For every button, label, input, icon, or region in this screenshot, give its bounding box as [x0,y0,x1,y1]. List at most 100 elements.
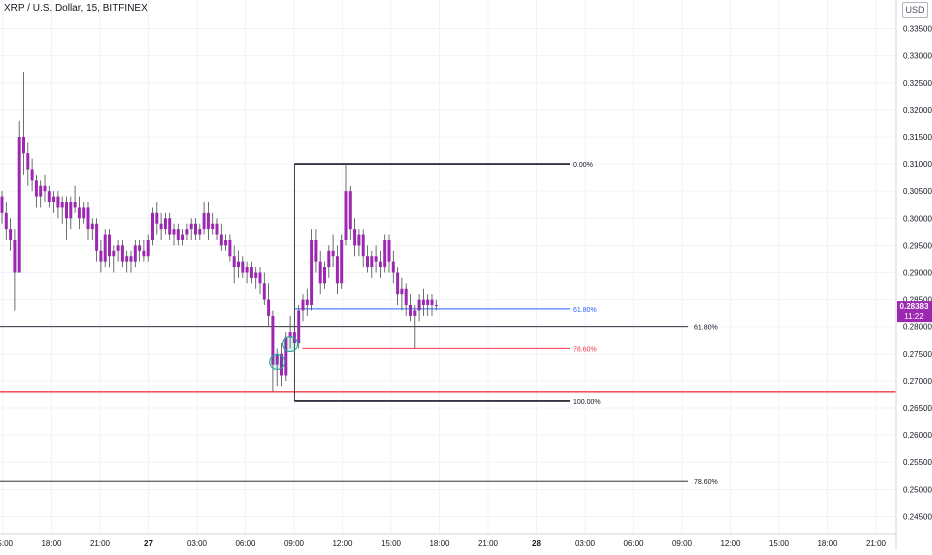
candle [120,239,124,268]
candle-body [215,223,219,235]
time-axis[interactable]: 15:00 18:00 21:00 27 03:00 06:00 09:00 12:00 15:… [0,533,896,548]
candle [95,218,99,262]
candle [65,196,68,240]
fibonacci-levels: 61.80% 78.60% 0.00% 61.80% 78.60% 100.00% [0,162,896,486]
candle [69,196,73,230]
candle [335,245,339,295]
candle-body [335,256,339,284]
candle [159,212,163,240]
candle [146,234,150,262]
candle [383,234,387,273]
candle-body [430,299,434,306]
candle-body [426,299,430,306]
x-tick-label: 15:00 [381,539,402,548]
x-tick-label: 28 [532,539,541,548]
candle-body [181,234,185,240]
candle [155,202,159,235]
candle [361,229,365,268]
x-tick-label: 27 [144,539,153,548]
highlight-circle [269,353,286,370]
candle-body [151,212,154,240]
candle [34,174,38,208]
candle-body [331,250,335,257]
candle-body [310,239,314,306]
y-tick-label: 0.29000 [903,269,932,278]
y-tick-label: 0.30500 [903,187,932,196]
y-tick-label: 0.30000 [903,214,932,223]
candle [318,250,322,295]
candle [409,294,412,322]
candle [9,218,13,251]
candle-body [189,223,193,230]
candle-body [34,180,38,197]
candle [17,120,21,273]
candle [30,158,34,192]
candle [176,223,180,246]
candle-body [86,207,90,230]
candle-body [413,310,417,316]
candle [185,223,189,240]
candle-body [318,261,322,284]
candle [211,212,215,235]
candle [129,250,133,273]
x-tick-label: 06:00 [235,539,256,548]
candle-body [297,310,301,343]
candle-body [30,169,34,181]
candle [258,267,262,295]
last-price-value: 0.28383 [900,302,929,311]
candle-body [434,305,438,307]
candle-body [417,299,421,311]
candle [267,283,271,327]
candle [206,202,210,240]
x-tick-label: 12:00 [332,539,353,548]
candle-body [353,229,357,246]
candle-body [22,136,25,154]
candle [305,288,309,316]
candle [224,234,228,251]
candle-body [232,256,236,268]
candle-body [142,250,146,257]
fib-level-label: 61.80% [573,307,597,314]
candle [271,310,275,392]
candle-body [258,272,262,284]
fib-level-label: 78.60% [573,346,597,353]
candle [194,218,197,240]
last-price-badge-bg [897,301,932,323]
long-level-label: 61.80% [694,325,718,332]
x-tick-label: 09:00 [284,539,305,548]
candle-body [206,212,210,230]
candle [142,239,146,262]
candle-body [69,202,73,219]
candle [90,218,94,240]
candle [370,250,374,278]
candle [189,218,193,240]
currency-button[interactable]: USD [902,2,928,18]
candle [215,218,219,240]
candle-body [125,256,129,262]
candle-body [327,250,331,268]
highlight-circle [282,336,299,353]
candle-body [138,245,142,251]
x-tick-label: 06:00 [623,539,644,548]
candle [228,234,232,262]
candle-body [168,218,172,235]
candle [99,239,103,273]
price-axis[interactable]: 0.33500 0.33000 0.32500 0.32000 0.31500 0.310… [895,0,932,550]
candle [163,212,167,235]
candle-body [185,229,189,235]
candle-body [129,256,133,262]
candle [417,294,421,322]
candle [151,207,154,246]
candle-body [237,261,240,268]
candle-body [198,229,202,235]
candle-body [301,299,305,311]
candle-body [323,267,326,284]
candle-body [249,267,253,278]
candle-body [163,218,167,230]
candle [202,202,206,235]
candle [280,342,283,387]
x-tick-label: 21:00 [90,539,111,548]
candle [254,267,258,289]
